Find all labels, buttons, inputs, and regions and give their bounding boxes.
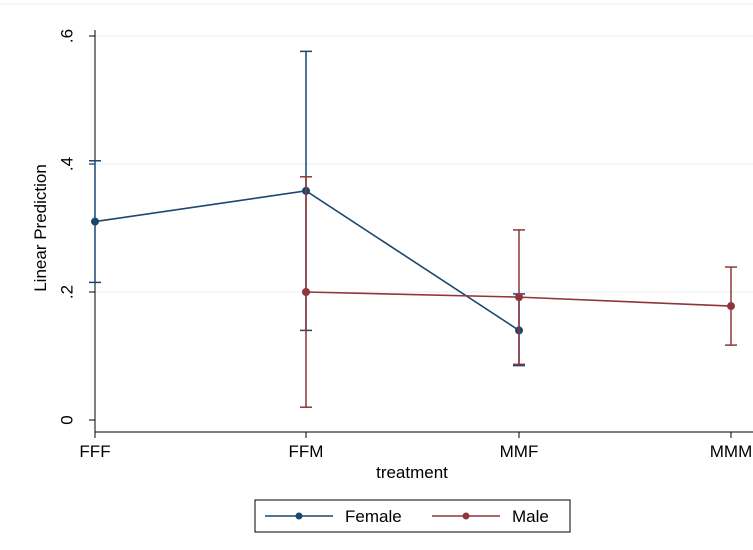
grid-layer xyxy=(95,35,753,293)
y-tick-label: .2 xyxy=(57,285,76,299)
series-male xyxy=(300,176,737,408)
legend-label-female: Female xyxy=(345,507,402,526)
y-tick-label: .4 xyxy=(57,157,76,171)
data-point xyxy=(302,288,310,296)
legend: Female Male xyxy=(254,499,571,533)
x-tick-label: MMM xyxy=(710,442,752,461)
legend-label-male: Male xyxy=(512,507,549,526)
data-point xyxy=(727,302,735,311)
x-tick-label: MMF xyxy=(500,442,539,461)
series-layer xyxy=(89,50,737,408)
y-tick-label: 0 xyxy=(57,415,76,424)
legend-marker-female xyxy=(295,512,303,520)
x-tick-label: FFM xyxy=(289,442,324,461)
data-point xyxy=(515,293,523,302)
x-tick-label: FFF xyxy=(79,442,110,461)
x-axis-title: treatment xyxy=(376,463,448,482)
legend-marker-male xyxy=(462,512,470,520)
series-female xyxy=(89,50,525,367)
series-line xyxy=(94,190,520,332)
y-tick-label: .6 xyxy=(57,29,76,43)
y-axis-title: Linear Prediction xyxy=(31,164,50,292)
data-point xyxy=(91,217,99,226)
axis-layer: Linear Prediction treatment 0 .2 .4 .6 FFF FF… xyxy=(31,29,753,482)
